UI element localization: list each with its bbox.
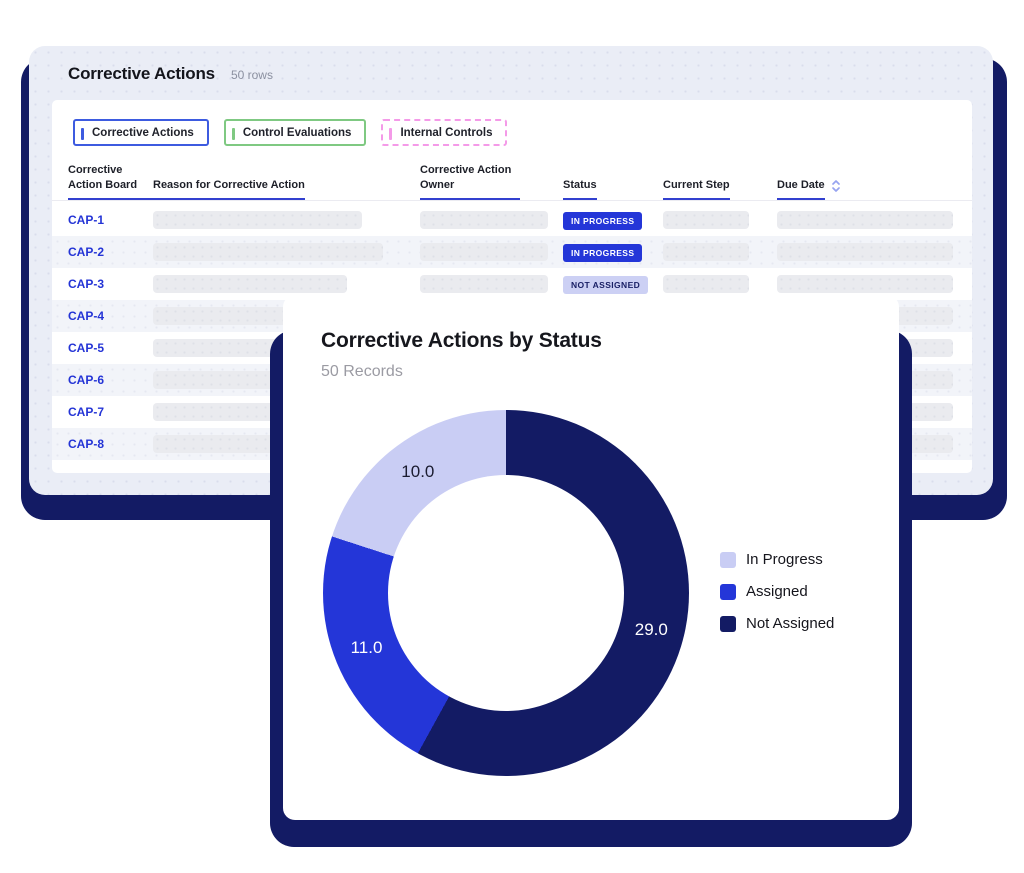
tab-corrective-actions[interactable]: Corrective Actions	[73, 119, 209, 146]
column-header-status[interactable]: Status	[563, 178, 643, 200]
column-header-current-step[interactable]: Current Step	[663, 178, 763, 200]
cap-link[interactable]: CAP-4	[68, 309, 105, 323]
tab-internal-controls[interactable]: Internal Controls	[381, 119, 508, 146]
donut-hole	[388, 475, 624, 711]
placeholder-bar	[777, 275, 953, 293]
cap-link[interactable]: CAP-8	[68, 437, 105, 451]
cap-link[interactable]: CAP-2	[68, 245, 105, 259]
chart-legend: In Progress Assigned Not Assigned	[720, 551, 834, 632]
placeholder-bar	[420, 211, 548, 229]
column-header-due-date[interactable]: Due Date	[777, 178, 897, 200]
cap-link[interactable]: CAP-3	[68, 277, 105, 291]
placeholder-bar	[420, 275, 548, 293]
legend-swatch	[720, 551, 736, 568]
status-badge: NOT ASSIGNED	[563, 276, 649, 294]
placeholder-bar	[663, 211, 749, 229]
placeholder-bar	[153, 275, 347, 293]
legend-label: Not Assigned	[746, 615, 835, 632]
tab-control-evaluations[interactable]: Control Evaluations	[223, 119, 367, 146]
column-header-owner[interactable]: Corrective Action Owner	[420, 163, 520, 200]
sort-icon[interactable]	[831, 179, 841, 193]
cap-link[interactable]: CAP-5	[68, 341, 105, 355]
status-badge: IN PROGRESS	[563, 244, 643, 262]
cap-link[interactable]: CAP-6	[68, 373, 105, 387]
table-card-header: Corrective Actions 50 rows	[68, 64, 273, 84]
status-badge: IN PROGRESS	[563, 212, 643, 230]
legend-item: Assigned	[720, 583, 834, 600]
tab-accent-bar	[389, 128, 393, 140]
placeholder-bar	[153, 243, 383, 261]
donut-segment-label: 10.0	[401, 461, 435, 481]
donut-segment-label: 11.0	[350, 638, 383, 658]
legend-label: Assigned	[746, 583, 808, 600]
placeholder-bar	[777, 211, 953, 229]
chart-card: Corrective Actions by Status 50 Records …	[283, 295, 899, 820]
row-count-label: 50 rows	[230, 68, 273, 82]
legend-swatch	[720, 615, 736, 632]
placeholder-bar	[663, 275, 749, 293]
legend-label: In Progress	[746, 551, 823, 568]
tab-group: Corrective Actions Control Evaluations I…	[73, 119, 508, 146]
table-header-row: Corrective Action Board Reason for Corre…	[52, 160, 972, 201]
legend-swatch	[720, 583, 736, 600]
tab-accent-bar	[231, 128, 235, 140]
chart-title: Corrective Actions by Status	[321, 329, 602, 352]
cap-link[interactable]: CAP-7	[68, 405, 105, 419]
page-title: Corrective Actions	[68, 64, 215, 83]
legend-item: In Progress	[720, 551, 834, 568]
table-row: CAP-3 NOT ASSIGNED	[52, 268, 972, 300]
column-header-board[interactable]: Corrective Action Board	[68, 163, 158, 200]
cap-link[interactable]: CAP-1	[68, 213, 105, 227]
table-row: CAP-2 IN PROGRESS	[52, 236, 972, 268]
tab-label: Corrective Actions	[92, 126, 194, 139]
table-row: CAP-1 IN PROGRESS	[52, 204, 972, 236]
placeholder-bar	[153, 211, 362, 229]
tab-label: Control Evaluations	[242, 126, 352, 139]
placeholder-bar	[663, 243, 749, 261]
tab-accent-bar	[81, 128, 84, 140]
legend-item: Not Assigned	[720, 615, 834, 632]
chart-subtitle: 50 Records	[321, 363, 403, 380]
tab-label: Internal Controls	[400, 126, 493, 139]
placeholder-bar	[777, 243, 953, 261]
column-header-reason[interactable]: Reason for Corrective Action	[153, 178, 413, 200]
donut-segment-label: 29.0	[634, 620, 668, 640]
donut-chart[interactable]: 29.0 11.0 10.0	[323, 410, 689, 776]
placeholder-bar	[420, 243, 548, 261]
